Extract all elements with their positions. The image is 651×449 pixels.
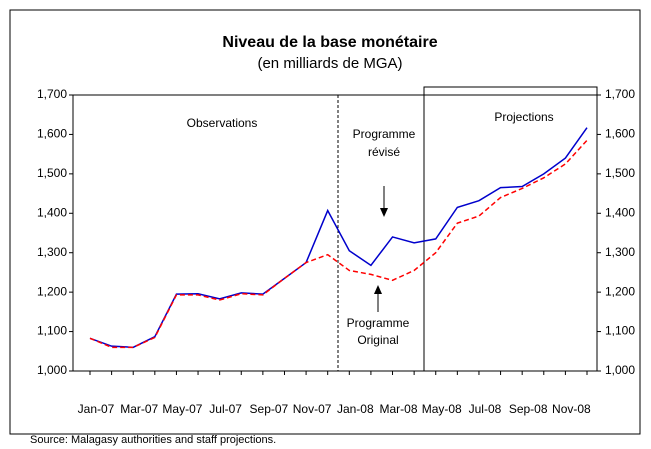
y2-tick-label: 1,000 [605,363,635,377]
x-tick-label: Jan-08 [337,402,374,416]
y-tick-label: 1,400 [37,205,67,219]
y2-tick-label: 1,500 [605,166,635,180]
x-tick-label: Mar-07 [120,402,158,416]
y-tick-label: 1,100 [37,324,67,338]
annotation: Programme [353,127,416,141]
frame [9,9,641,435]
y2-tick-label: 1,600 [605,127,635,141]
chart-subtitle: (en milliards de MGA) [257,55,402,72]
x-tick-label: Sep-08 [509,402,548,416]
projection-box [423,86,598,372]
series-line [89,139,588,349]
y2-tick-label: 1,100 [605,324,635,338]
y2-tick-label: 1,700 [605,87,635,101]
x-tick-label: Jul-07 [209,402,242,416]
x-tick-label: May-08 [422,402,462,416]
y-tick-label: 1,200 [37,284,67,298]
annotation: Observations [187,116,258,130]
y-tick-label: 1,300 [37,245,67,259]
y-tick-label: 1,000 [37,363,67,377]
x-tick-label: May-07 [162,402,202,416]
x-tick-label: Jul-08 [469,402,502,416]
x-tick-label: Mar-08 [380,402,418,416]
x-tick-label: Nov-08 [552,402,591,416]
source-note: Source: Malagasy authorities and staff p… [30,434,276,446]
plot-area [72,94,598,372]
x-tick-label: Sep-07 [250,402,289,416]
annotation: Original [357,333,398,347]
y-tick-label: 1,500 [37,166,67,180]
chart-title: Niveau de la base monétaire [222,34,437,51]
x-tick-label: Jan-07 [78,402,115,416]
y2-tick-label: 1,300 [605,245,635,259]
y2-tick-label: 1,400 [605,205,635,219]
series-line [89,127,588,349]
x-tick-label: Nov-07 [293,402,332,416]
annotation: Projections [494,110,553,124]
y-tick-label: 1,700 [37,87,67,101]
arrow-head [380,208,388,217]
annotation: Programme [347,316,410,330]
arrow-head [374,285,382,294]
y2-tick-label: 1,200 [605,284,635,298]
y-tick-label: 1,600 [37,127,67,141]
annotation: révisé [368,145,400,159]
